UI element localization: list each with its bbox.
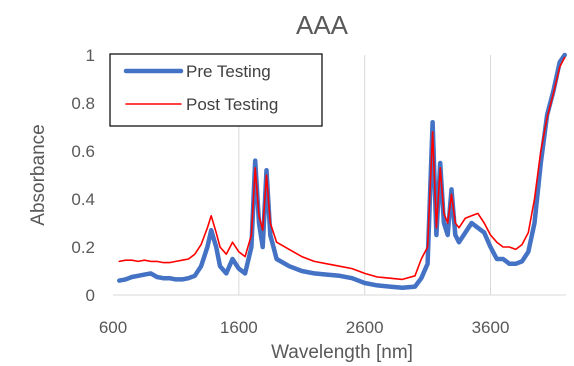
x-tick-label-1600: 1600 xyxy=(220,318,258,337)
x-tick-label-600: 600 xyxy=(99,318,127,337)
tick-layer: 600 1600 2600 3600 0 0.2 0.4 0.6 0.8 1 xyxy=(71,46,509,337)
x-tick-label-2600: 2600 xyxy=(346,318,384,337)
y-tick-label-0.8: 0.8 xyxy=(71,94,95,113)
y-tick-label-0.6: 0.6 xyxy=(71,142,95,161)
series-layer xyxy=(117,52,567,291)
y-tick-label-1: 1 xyxy=(86,46,95,65)
x-tick-label-3600: 3600 xyxy=(472,318,510,337)
series-line-pre-testing xyxy=(117,52,567,291)
legend-label-post-testing: Post Testing xyxy=(186,95,278,114)
legend-label-pre-testing: Pre Testing xyxy=(186,62,271,81)
y-axis-title: Absorbance xyxy=(28,124,49,225)
chart-title: AAA xyxy=(296,10,349,40)
x-axis-title: Wavelength [nm] xyxy=(271,342,413,363)
y-tick-label-0: 0 xyxy=(86,286,95,305)
legend-box xyxy=(109,53,323,127)
series-line-post-testing xyxy=(118,56,566,281)
y-tick-label-0.2: 0.2 xyxy=(71,238,95,257)
legend: Pre Testing Post Testing xyxy=(109,53,323,127)
y-tick-label-0.4: 0.4 xyxy=(71,190,95,209)
